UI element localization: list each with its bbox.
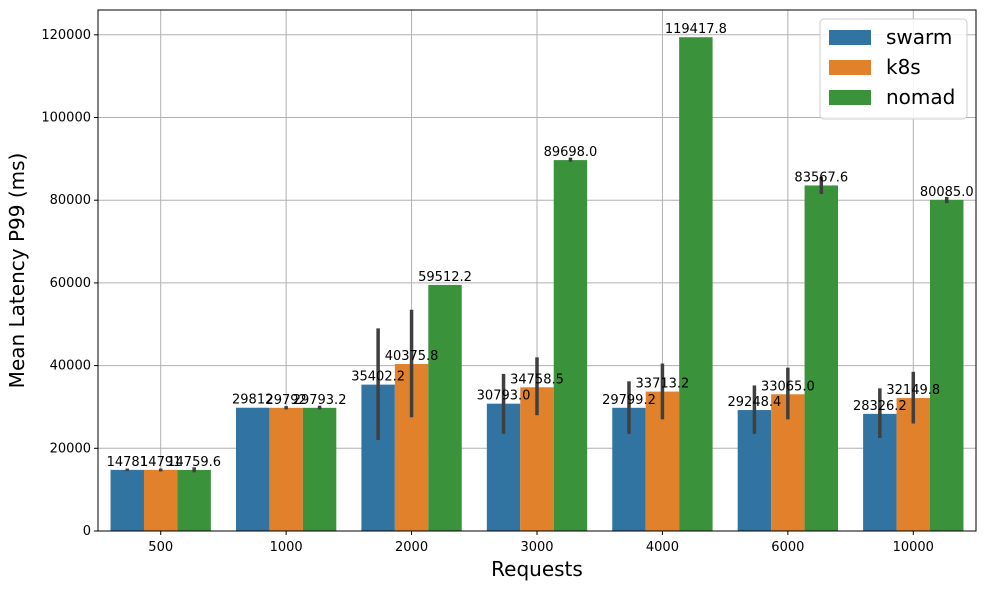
legend-swatch-swarm [829, 30, 871, 45]
bar-nomad [428, 284, 462, 531]
data-label-k8s: 34758.5 [510, 372, 564, 387]
data-label-k8s: 40375.8 [385, 349, 439, 364]
legend-swatch-k8s [829, 60, 871, 75]
bar-nomad [177, 469, 211, 531]
bar-k8s [269, 407, 303, 531]
bar-nomad [302, 407, 337, 531]
x-tick-label: 4000 [646, 540, 679, 555]
legend-label-nomad: nomad [886, 85, 955, 109]
data-label-k8s: 33065.0 [761, 379, 815, 394]
error-bars [125, 157, 949, 473]
data-label-swarm: 29248.4 [728, 395, 782, 410]
data-label-nomad: 29793.2 [293, 393, 347, 408]
data-label-nomad: 83567.6 [794, 170, 848, 185]
y-axis: 0 20000 40000 60000 80000 100000 120000 [41, 28, 98, 539]
data-label-swarm: 28326.2 [853, 399, 907, 414]
y-tick-label: 100000 [41, 111, 91, 126]
bar-nomad [553, 160, 588, 531]
y-tick-label: 80000 [50, 193, 91, 208]
data-label-k8s: 33713.2 [636, 377, 690, 392]
data-labels: 14781 29812 35402.2 30793.0 29799.2 29248.4 28… [107, 22, 974, 470]
bar-swarm [235, 407, 270, 531]
bar-k8s [143, 469, 178, 531]
data-label-swarm: 29812 [232, 393, 273, 408]
y-tick-label: 40000 [50, 359, 91, 374]
y-tick-label: 20000 [50, 441, 91, 456]
x-tick-label: 2000 [395, 540, 428, 555]
x-axis-title: Requests [491, 557, 583, 581]
bar-swarm [110, 469, 144, 531]
x-tick-label: 10000 [893, 540, 934, 555]
y-tick-label: 0 [83, 524, 91, 539]
x-tick-label: 3000 [520, 540, 553, 555]
bar-nomad [679, 37, 713, 532]
x-tick-label: 500 [148, 540, 173, 555]
data-label-nomad: 89698.0 [544, 145, 598, 160]
x-axis: 500 1000 2000 3000 4000 6000 10000 [148, 531, 934, 555]
data-label-swarm: 29799.2 [602, 393, 656, 408]
data-label-nomad: 59512.2 [418, 270, 472, 285]
legend-swatch-nomad [829, 90, 871, 105]
data-label-k8s: 32149.8 [886, 383, 940, 398]
data-label-swarm: 14781 [107, 455, 148, 470]
y-tick-label: 60000 [50, 276, 91, 291]
data-label-k8s: 14791 [140, 455, 181, 470]
y-tick-label: 120000 [41, 28, 91, 43]
y-axis-title: Mean Latency P99 (ms) [5, 153, 29, 389]
x-tick-label: 6000 [771, 540, 804, 555]
bar-nomad [930, 199, 964, 532]
data-label-swarm: 35402.2 [351, 370, 405, 385]
data-label-swarm: 30793.0 [477, 389, 531, 404]
data-label-nomad: 14759.6 [167, 455, 221, 470]
data-label-nomad: 80085.0 [920, 185, 974, 200]
data-label-k8s: 29792 [265, 393, 306, 408]
legend: swarm k8s nomad [819, 18, 968, 120]
bars [110, 37, 964, 532]
legend-label-swarm: swarm [886, 25, 952, 49]
bar-nomad [804, 185, 839, 532]
data-label-nomad: 119417.8 [665, 22, 727, 37]
x-tick-label: 1000 [270, 540, 303, 555]
legend-label-k8s: k8s [886, 55, 921, 79]
